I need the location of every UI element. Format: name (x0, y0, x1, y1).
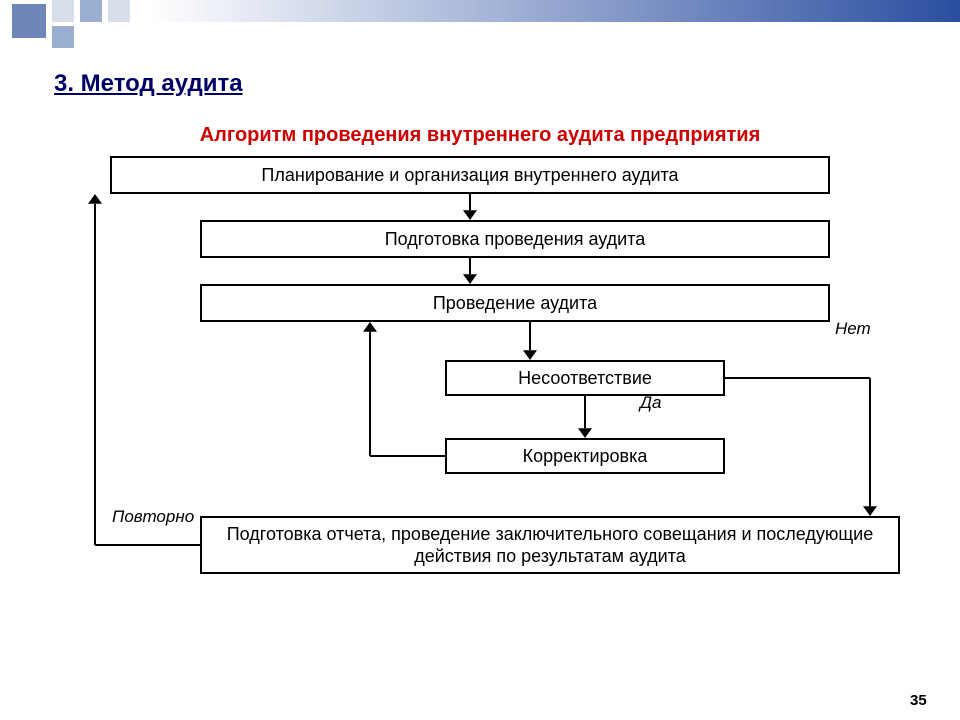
flow-node-n2: Подготовка проведения аудита (200, 220, 830, 258)
flow-node-n3: Проведение аудита (200, 284, 830, 322)
page-number: 35 (910, 692, 927, 709)
svg-text:Повторно: Повторно (112, 507, 194, 526)
flow-node-n6: Подготовка отчета, проведение заключител… (200, 516, 900, 574)
decor-square (80, 0, 102, 22)
flow-node-n4: Несоответствие (445, 360, 725, 396)
diagram-title: Алгоритм проведения внутреннего аудита п… (120, 124, 840, 147)
flow-node-n1: Планирование и организация внутреннего а… (110, 156, 830, 194)
decor-square (108, 0, 130, 22)
decor-square (52, 26, 74, 48)
flow-node-n5: Корректировка (445, 438, 725, 474)
section-heading: 3. Метод аудита (54, 70, 243, 98)
svg-text:Нет: Нет (835, 319, 871, 338)
decor-square (12, 4, 46, 38)
decor-square (52, 0, 74, 22)
top-gradient-bar (150, 0, 960, 22)
